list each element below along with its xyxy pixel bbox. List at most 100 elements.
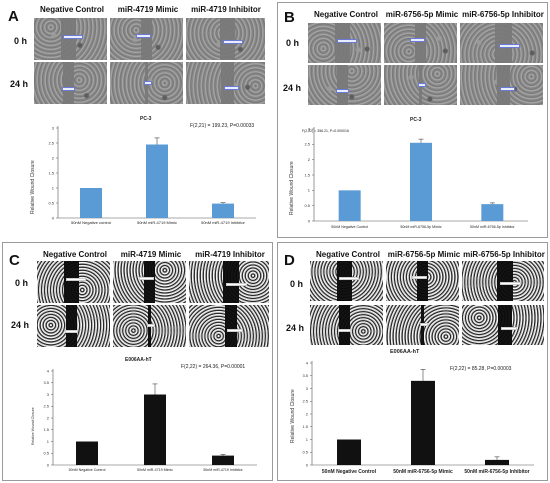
panel-c: C Negative Control miR-4719 Mimic miR-47… xyxy=(2,242,273,481)
wound-closure-chart: E006AA-hT F(2,22) = 264.36, P=0.00001 Re… xyxy=(31,355,271,479)
column-header-mimic: miR-6756-5p Mimic xyxy=(385,10,459,19)
wound-micrograph xyxy=(386,261,459,301)
wound-micrograph xyxy=(460,23,543,63)
panel-letter: A xyxy=(8,8,19,25)
chart-statistic: F(2,22) = 356.21, P=0.000016 xyxy=(302,129,349,133)
row-label-0h: 0 h xyxy=(286,38,300,48)
wound-micrograph xyxy=(34,18,107,60)
wound-gap xyxy=(66,305,77,347)
row-label-24h: 24 h xyxy=(11,320,30,330)
bar xyxy=(485,459,509,465)
y-tick-label: 0 xyxy=(308,218,311,223)
wound-micrograph xyxy=(37,261,110,303)
bar xyxy=(76,441,98,465)
x-tick-label: 50nM miR-6756-5p Mimic xyxy=(400,225,441,229)
wound-width-marker xyxy=(64,330,79,334)
wound-width-marker xyxy=(337,39,357,43)
y-tick-label: 1 xyxy=(306,437,309,442)
y-tick-label: 0 xyxy=(306,462,309,467)
y-tick-label: 3 xyxy=(52,125,55,130)
x-tick-label: 50nM miR-6756-5p Mimic xyxy=(393,469,453,475)
wound-gap xyxy=(335,23,350,63)
wound-micrograph xyxy=(308,23,381,63)
x-tick-label: 50nM Negative control xyxy=(71,220,111,225)
bar xyxy=(80,188,102,218)
wound-width-marker xyxy=(63,34,83,39)
y-tick-label: 1.5 xyxy=(43,427,49,432)
y-tick-label: 2.5 xyxy=(43,404,49,409)
column-header-mimic: miR-6756-5p Mimic xyxy=(387,250,461,259)
wound-micrograph xyxy=(110,62,183,104)
wound-gap xyxy=(496,65,511,105)
y-tick-label: 2 xyxy=(306,411,309,416)
wound-width-marker xyxy=(227,328,243,332)
x-tick-label: 50nM miR-4719 Inhibitor xyxy=(203,468,243,472)
wound-width-marker xyxy=(411,276,427,280)
y-tick-label: 0.5 xyxy=(304,203,310,208)
bar xyxy=(337,439,361,465)
wound-micrograph xyxy=(110,18,183,60)
y-tick-label: 1 xyxy=(52,185,55,190)
y-tick-label: 1 xyxy=(308,188,311,193)
row-label-0h: 0 h xyxy=(290,279,304,289)
wound-width-marker xyxy=(138,276,154,280)
wound-micrograph xyxy=(386,305,459,345)
wound-gap xyxy=(144,261,155,303)
chart-title: PC-3 xyxy=(140,116,152,122)
x-tick-label: 50nM miR-4719 Mimic xyxy=(137,468,173,472)
x-tick-label: 50nM Negative Control xyxy=(322,469,377,475)
bar xyxy=(212,455,234,465)
column-header-negative-control: Negative Control xyxy=(313,10,378,19)
wound-micrograph xyxy=(113,305,186,347)
bar xyxy=(144,394,166,465)
wound-micrograph xyxy=(310,305,383,345)
y-tick-label: 0.5 xyxy=(48,200,54,205)
wound-micrograph xyxy=(186,18,265,60)
panel-b: B Negative Control miR-6756-5p Mimic miR… xyxy=(277,2,548,238)
x-tick-label: 50nM Negative Control xyxy=(69,468,106,472)
y-tick-label: 2 xyxy=(308,157,311,162)
row-label-24h: 24 h xyxy=(283,83,302,93)
y-tick-label: 3.5 xyxy=(43,380,49,385)
wound-width-marker xyxy=(66,277,86,281)
wound-micrograph xyxy=(462,305,544,345)
row-label-24h: 24 h xyxy=(286,323,305,333)
wound-width-marker xyxy=(337,329,352,332)
bar xyxy=(410,142,432,221)
y-tick-label: 3 xyxy=(308,126,311,131)
wound-width-marker xyxy=(419,323,428,326)
wound-gap xyxy=(224,305,238,347)
y-tick-label: 2.5 xyxy=(302,399,308,404)
wound-gap xyxy=(417,261,428,301)
y-tick-label: 0.5 xyxy=(302,450,308,455)
panel-a: A Negative Control miR-4719 Mimic miR-47… xyxy=(2,2,272,238)
y-tick-label: 1 xyxy=(47,439,50,444)
column-header-mimic: miR-4719 Mimic xyxy=(120,250,182,259)
wound-gap xyxy=(337,261,352,301)
wound-width-marker xyxy=(498,43,520,48)
wound-gap xyxy=(219,18,236,60)
row-label-0h: 0 h xyxy=(14,36,28,46)
chart-title: E006AA-hT xyxy=(125,357,152,363)
wound-gap xyxy=(339,305,350,345)
wound-width-marker xyxy=(223,85,239,90)
y-tick-label: 0 xyxy=(47,462,50,467)
wound-micrograph xyxy=(310,261,383,301)
wound-width-marker xyxy=(335,89,350,93)
bar xyxy=(146,144,168,218)
column-header-inhibitor: miR-4719 Inhibitor xyxy=(195,250,265,259)
x-tick-label: 50nM miR-6756-5p Inhibitor xyxy=(464,469,529,475)
panel-d: D Negative Control miR-6756-5p Mimic miR… xyxy=(277,242,548,481)
wound-gap xyxy=(496,261,514,301)
column-header-mimic: miR-4719 Mimic xyxy=(117,5,179,14)
row-label-0h: 0 h xyxy=(15,278,29,288)
wound-gap xyxy=(141,18,152,60)
y-tick-label: 2.5 xyxy=(48,140,54,145)
y-tick-label: 1.5 xyxy=(304,172,310,177)
wound-micrograph xyxy=(186,62,265,104)
wound-width-marker xyxy=(501,327,517,331)
x-tick-label: 50nM miR-6756-5p Inhibitor xyxy=(470,225,515,229)
bar-chart-svg: 0 0.5 1 1.5 2 2.5 3 3.5 4 50nM Negative Control 50… xyxy=(43,368,257,472)
wound-width-marker xyxy=(61,87,76,92)
wound-micrograph xyxy=(189,261,269,303)
